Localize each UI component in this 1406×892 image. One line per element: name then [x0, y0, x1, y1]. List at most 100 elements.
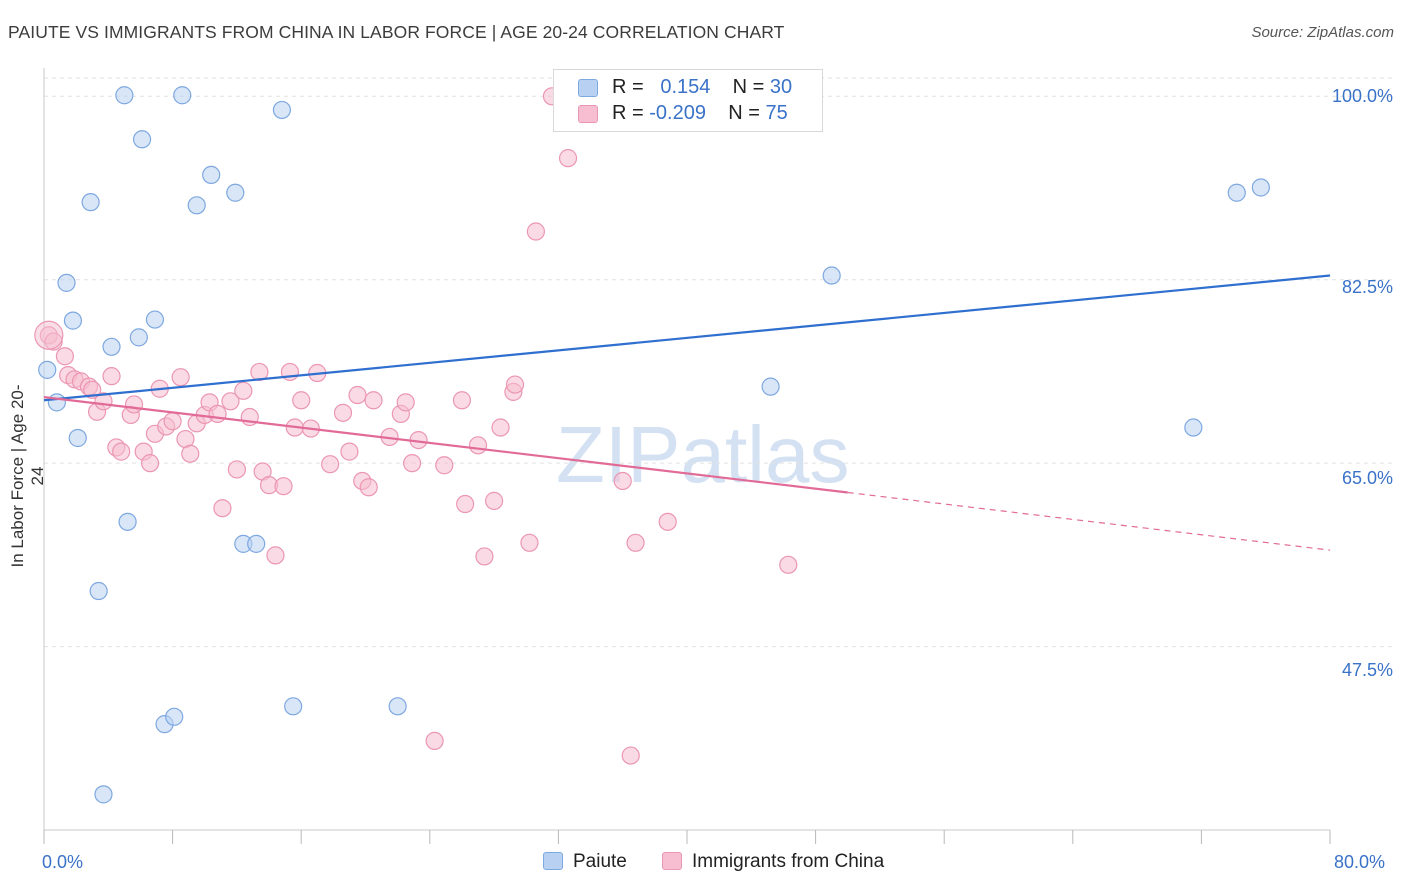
source-credit: Source: ZipAtlas.com	[1251, 24, 1394, 41]
china-trend-extension	[847, 491, 1331, 551]
china-point-57	[452, 391, 472, 410]
china-point-74	[779, 555, 798, 574]
china-point-69	[558, 149, 578, 168]
legend-swatch-paiute	[578, 79, 598, 97]
china-point-27	[208, 404, 227, 423]
paiute-point-8	[115, 86, 134, 105]
x-tick-label-max: 80.0%	[1334, 852, 1386, 872]
watermark-atlas: atlas	[680, 410, 850, 499]
china-point-52	[396, 393, 415, 412]
china-point-62	[491, 418, 510, 437]
y-tick-label-65: 65.0%	[1341, 468, 1393, 488]
china-point-37	[274, 477, 293, 496]
china-point-44	[333, 403, 353, 422]
china-point-36	[266, 546, 285, 565]
china-point-30	[227, 460, 246, 479]
paiute-point-6	[89, 581, 108, 601]
china-point-55	[425, 731, 444, 751]
china-trend-line	[43, 396, 848, 494]
china-point-21	[171, 368, 190, 387]
paiute-point-10	[129, 328, 148, 347]
paiute-point-21	[272, 100, 292, 120]
paiute-point-24	[822, 266, 841, 285]
china-point-72	[626, 533, 645, 552]
china-point-56	[435, 456, 454, 475]
china-point-40	[292, 391, 311, 410]
paiute-point-14	[165, 707, 184, 726]
china-points	[34, 86, 798, 765]
paiute-point-18	[226, 183, 245, 202]
bottom-legend-swatch-china	[662, 852, 682, 870]
r-label: R =	[612, 102, 644, 124]
paiute-point-9	[118, 512, 137, 531]
china-point-7	[83, 380, 102, 399]
paiute-point-22	[284, 697, 303, 716]
china-point-70	[613, 471, 632, 491]
china-point-71	[621, 746, 640, 765]
paiute-point-12	[145, 310, 165, 329]
bottom-legend-swatch-paiute	[543, 852, 563, 870]
paiute-point-1	[47, 393, 66, 412]
paiute-point-25	[761, 377, 780, 396]
n-label: N =	[732, 76, 765, 98]
chart-title: PAIUTE VS IMMIGRANTS FROM CHINA IN LABOR…	[8, 22, 785, 42]
paiute-point-4	[68, 428, 87, 448]
china-point-66	[526, 222, 545, 241]
china-point-20	[163, 412, 182, 431]
china-point-2	[55, 347, 74, 366]
china-point-64	[505, 375, 525, 394]
paiute-point-17	[202, 165, 221, 185]
axes	[43, 68, 1330, 831]
x-axis-ticks	[43, 830, 1331, 844]
paiute-point-29	[94, 785, 113, 804]
paiute-point-15	[173, 86, 192, 105]
bottom-legend-china: Immigrants from China	[662, 851, 884, 873]
china-point-23	[181, 444, 200, 463]
bottom-legend-label-china: Immigrants from China	[692, 851, 885, 872]
china-point-45	[340, 442, 359, 461]
china-point-10	[102, 367, 121, 386]
china-point-43	[321, 455, 340, 474]
correlation-legend: R = 0.154 N = 30 R = -0.209 N = 75	[553, 69, 823, 132]
paiute-point-5	[81, 193, 100, 212]
paiute-point-26	[1184, 418, 1203, 437]
china-point-28	[213, 499, 232, 518]
bottom-legend-label-paiute: Paiute	[573, 851, 627, 872]
y-axis-label: In Labor Force | Age 20-24	[8, 384, 47, 568]
paiute-point-28	[1251, 178, 1270, 197]
paiute-point-7	[102, 337, 121, 356]
x-tick-label-min: 0.0%	[42, 852, 84, 872]
paiute-point-27	[1227, 183, 1246, 202]
paiute-point-20	[247, 534, 266, 553]
n-label: N =	[728, 102, 760, 124]
china-point-46	[348, 385, 367, 405]
legend-swatch-china	[578, 105, 598, 123]
china-point-58	[456, 494, 475, 514]
n-value-china: 75	[765, 102, 788, 124]
china-point-49	[364, 391, 383, 410]
r-label: R =	[612, 76, 644, 98]
china-point-31	[234, 381, 253, 400]
china-point-48	[359, 478, 378, 497]
china-point-29	[221, 392, 240, 411]
paiute-point-23	[388, 697, 407, 716]
china-point-61	[485, 491, 504, 510]
y-tick-label-47-5: 47.5%	[1341, 660, 1393, 680]
paiute-points	[38, 86, 1270, 804]
grid-lines	[44, 77, 1395, 648]
trend-lines	[43, 274, 1331, 551]
paiute-point-16	[187, 196, 206, 215]
china-point-14	[124, 395, 144, 414]
china-cluster-blob	[34, 320, 64, 350]
china-point-53	[403, 454, 422, 473]
china-point-16	[140, 454, 160, 473]
china-point-12	[112, 442, 131, 461]
r-value-china: -0.209	[649, 102, 706, 124]
china-point-60	[475, 547, 494, 566]
y-tick-label-82-5: 82.5%	[1341, 277, 1393, 297]
n-value-paiute: 30	[769, 76, 793, 98]
r-value-paiute: 0.154	[660, 76, 711, 98]
china-point-73	[658, 512, 677, 531]
paiute-point-3	[63, 311, 83, 330]
